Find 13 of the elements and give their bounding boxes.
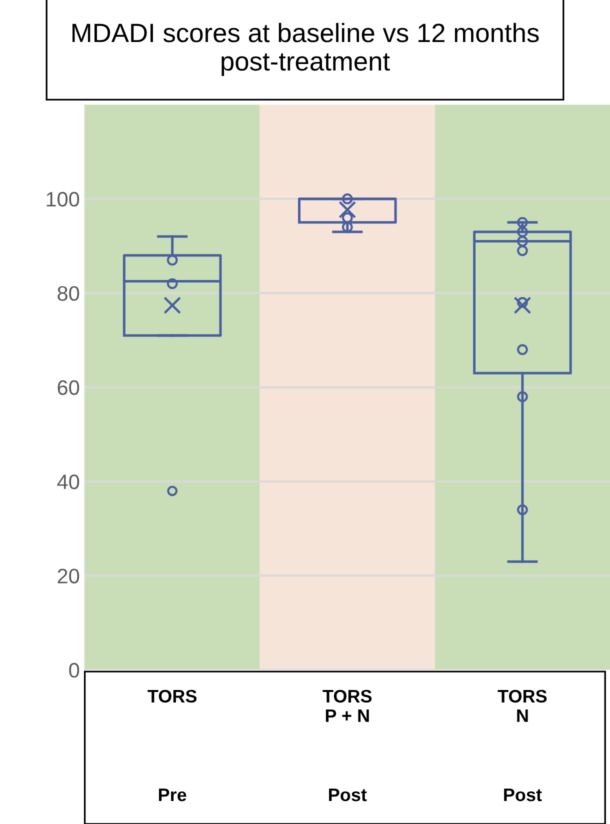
x-tick-label: TORS P + N <box>322 690 372 722</box>
x-tick-label: TORS N <box>498 690 547 722</box>
x-tick-label: TORS <box>148 690 197 703</box>
y-tick-label: 40 <box>57 474 80 490</box>
text: Pre <box>158 788 186 802</box>
y-tick-label: 60 <box>58 380 80 396</box>
y-tick-label: 20 <box>58 568 80 584</box>
y-tick-label: 0 <box>69 662 80 678</box>
text: Post <box>504 788 542 802</box>
text: Post <box>329 788 367 802</box>
chart-title: MDADI scores at baseline vs 12 months post-treatment <box>72 22 539 76</box>
y-tick-label: 100 <box>46 192 80 207</box>
y-tick-label: 80 <box>58 286 80 301</box>
